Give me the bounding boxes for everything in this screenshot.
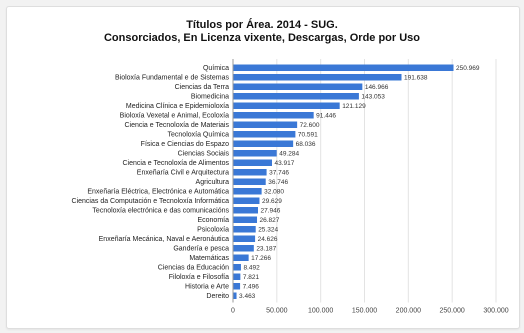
category-label: Química — [203, 65, 229, 72]
chart-subtitle: Consorciados, En Licenza vixente, Descar… — [103, 32, 421, 44]
bar — [233, 131, 296, 138]
bar — [233, 64, 454, 71]
chart-title: Títulos por Área. 2014 - SUG. — [186, 19, 338, 31]
category-label: Ciencia e Tecnoloxía de Materiais — [124, 122, 229, 129]
category-label: Dereito — [206, 293, 229, 300]
value-label: 37.746 — [269, 170, 289, 177]
category-label: Tecnoloxía electrónica e das comunicació… — [92, 208, 229, 215]
value-label: 32.080 — [264, 189, 284, 196]
category-label: Gandería e pesca — [173, 246, 229, 253]
bar — [233, 83, 363, 90]
bar — [233, 216, 258, 223]
category-label: Psicoloxía — [197, 227, 229, 234]
value-label: 250.969 — [456, 65, 480, 72]
value-label: 8.492 — [243, 265, 260, 272]
x-tick-label: 300.000 — [483, 308, 508, 315]
category-label: Biomedicina — [191, 94, 229, 101]
bar — [233, 235, 256, 242]
value-label: 143.053 — [361, 94, 385, 101]
category-label: Ciencia e Tecnoloxía de Alimentos — [123, 160, 230, 167]
category-label: Historia e Arte — [185, 284, 229, 291]
x-tick-label: 250.000 — [440, 308, 465, 315]
value-label: 121.129 — [342, 103, 366, 110]
category-label: Agricultura — [196, 179, 230, 186]
chart-card — [6, 6, 520, 329]
bar — [233, 273, 241, 280]
category-label: Ciencias da Computación e Tecnoloxía Inf… — [72, 198, 230, 205]
bar — [233, 188, 262, 195]
bar — [233, 226, 256, 233]
value-label: 146.966 — [365, 84, 389, 91]
bar — [233, 245, 254, 252]
category-label: Ciencias da Terra — [175, 84, 229, 91]
bar — [233, 112, 314, 119]
category-label: Física e Ciencias do Espazo — [141, 141, 229, 148]
bar — [233, 102, 340, 109]
x-tick-label: 100.000 — [308, 308, 333, 315]
bar — [233, 150, 277, 157]
x-tick-label: 50.000 — [266, 308, 288, 315]
value-label: 29.629 — [262, 198, 282, 205]
bar — [233, 264, 241, 271]
value-label: 91.446 — [316, 113, 336, 120]
value-label: 72.600 — [300, 122, 320, 129]
x-tick-label: 200.000 — [396, 308, 421, 315]
value-label: 24.626 — [258, 236, 278, 243]
value-label: 191.638 — [404, 75, 428, 82]
bar — [233, 254, 249, 261]
bar — [233, 197, 260, 204]
value-label: 23.187 — [256, 246, 276, 253]
value-label: 26.827 — [260, 217, 280, 224]
bar — [233, 159, 273, 166]
value-label: 68.036 — [296, 141, 316, 148]
x-tick-label: 150.000 — [352, 308, 377, 315]
bar — [233, 140, 294, 147]
category-label: Filoloxía e Filosofía — [169, 274, 229, 281]
x-tick-label: 0 — [231, 308, 235, 315]
value-label: 70.591 — [298, 132, 318, 139]
category-label: Matemáticas — [189, 255, 229, 262]
bar — [233, 178, 266, 185]
category-label: Enxeñaría Mecánica, Naval e Aeronáutica — [99, 236, 229, 243]
bar — [233, 93, 359, 100]
value-label: 7.821 — [243, 274, 260, 281]
category-label: Bioloxía Fundamental e de Sistemas — [115, 75, 230, 82]
category-label: Ciencias da Educación — [158, 265, 229, 272]
category-label: Ciencias Sociais — [178, 151, 230, 158]
value-label: 49.284 — [279, 151, 299, 158]
value-label: 25.324 — [258, 227, 278, 234]
bar — [233, 74, 402, 81]
category-label: Enxeñaría Eléctrica, Electrónica e Autom… — [87, 189, 229, 196]
value-label: 3.463 — [239, 293, 256, 300]
value-label: 27.946 — [260, 208, 280, 215]
bar — [233, 207, 258, 214]
category-label: Medicina Clínica e Epidemioloxía — [126, 103, 229, 110]
category-label: Economía — [197, 217, 229, 224]
value-label: 17.266 — [251, 255, 271, 262]
category-label: Tecnoloxía Química — [168, 132, 230, 139]
category-label: Enxeñaría Civil e Arquitectura — [137, 170, 229, 177]
value-label: 7.496 — [243, 284, 260, 291]
category-label: Bioloxía Vexetal e Animal, Ecoloxía — [120, 113, 229, 120]
bar — [233, 292, 237, 299]
bar — [233, 121, 298, 128]
bar — [233, 169, 267, 176]
value-label: 43.917 — [275, 160, 295, 167]
value-label: 36.746 — [268, 179, 288, 186]
bar — [233, 283, 241, 290]
